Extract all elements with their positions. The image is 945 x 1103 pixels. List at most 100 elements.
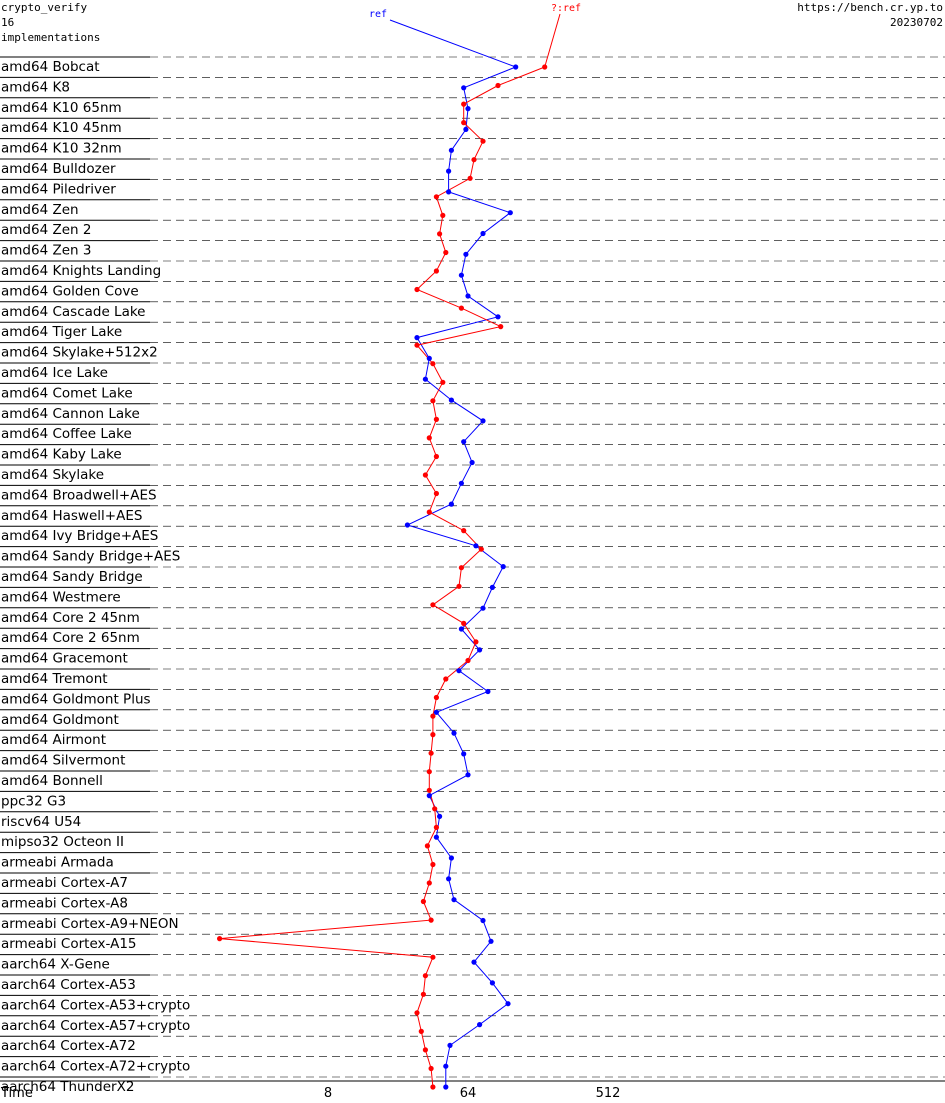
series-points [217, 64, 548, 1090]
row-label: amd64 Westmere [1, 589, 121, 605]
data-point-ref [426, 355, 432, 361]
data-point-ref [465, 106, 471, 112]
row-label: amd64 Bobcat [1, 59, 100, 75]
data-point-ref [461, 751, 467, 757]
data-point-ref [463, 126, 469, 132]
row-label: amd64 Bonnell [1, 773, 103, 789]
data-point-ref [451, 730, 457, 736]
row-label: armeabi Cortex-A15 [1, 936, 137, 952]
row-labels: amd64 Bobcat amd64 K8 amd64 K10 65nm amd64 … [1, 59, 190, 1095]
data-point-ref [456, 668, 462, 674]
data-point-qref [478, 546, 484, 552]
data-point-qref [428, 917, 434, 923]
message-size: 16 [1, 16, 14, 29]
data-point-ref [463, 251, 469, 257]
data-point-ref [437, 813, 443, 820]
data-point-qref [443, 249, 449, 256]
row-label: amd64 Sandy Bridge [1, 569, 143, 585]
data-point-ref [443, 1063, 449, 1069]
row-label: aarch64 Cortex-A72 [1, 1038, 136, 1054]
data-point-ref [414, 335, 420, 341]
data-point-qref [461, 620, 467, 627]
row-label: amd64 Core 2 65nm [1, 630, 140, 646]
row-label: amd64 Zen 2 [1, 222, 91, 238]
data-point-qref [471, 157, 477, 163]
data-point-ref [495, 314, 501, 320]
data-point-ref [446, 168, 452, 174]
data-point-qref [424, 843, 430, 849]
row-label: ppc32 G3 [1, 793, 66, 809]
data-point-qref [443, 676, 449, 682]
data-point-ref [480, 418, 486, 424]
data-point-qref [430, 732, 436, 738]
row-label: armeabi Armada [1, 855, 114, 871]
row-label: amd64 K10 32nm [1, 141, 122, 157]
data-point-qref [430, 713, 436, 719]
data-point-ref [469, 459, 475, 466]
data-point-ref [488, 938, 494, 944]
data-point-qref [433, 416, 439, 422]
data-point-qref [467, 175, 473, 181]
row-label: amd64 Skylake+512x2 [1, 345, 158, 361]
data-point-ref [447, 1042, 453, 1048]
data-point-qref [440, 212, 446, 218]
data-point-ref [451, 897, 457, 903]
data-point-qref [456, 583, 462, 589]
row-label: amd64 Ivy Bridge+AES [1, 528, 158, 544]
data-point-ref [489, 584, 495, 591]
row-label: amd64 Core 2 45nm [1, 610, 140, 626]
data-point-qref [465, 657, 471, 664]
series-label-ref: ref [369, 9, 387, 20]
row-label: aarch64 Cortex-A53 [1, 977, 136, 993]
row-label: amd64 Airmont [1, 732, 106, 748]
data-point-qref [426, 787, 432, 793]
data-point-qref [461, 120, 467, 126]
row-label: amd64 Goldmont Plus [1, 691, 151, 707]
row-label: amd64 Tiger Lake [1, 324, 122, 340]
data-point-qref [440, 379, 446, 385]
data-point-qref [495, 82, 501, 89]
data-point-ref [480, 917, 486, 924]
row-label: aarch64 ThunderX2 [1, 1079, 134, 1095]
row-label: aarch64 Cortex-A53+crypto [1, 997, 190, 1013]
data-point-qref [458, 565, 464, 571]
data-point-qref [422, 973, 428, 979]
row-label: amd64 Silvermont [1, 753, 125, 769]
series-label-leader-qref [544, 13, 561, 68]
data-point-ref [458, 480, 464, 486]
data-point-qref [432, 806, 438, 812]
data-point-qref [426, 509, 432, 515]
series-line-ref [406, 66, 516, 1087]
data-point-qref [430, 602, 436, 608]
row-label: aarch64 Cortex-A72+crypto [1, 1059, 190, 1075]
row-label: amd64 K10 45nm [1, 120, 122, 136]
data-point-qref [426, 880, 432, 886]
data-point-qref [426, 435, 432, 441]
data-point-ref [465, 293, 471, 299]
row-label: armeabi Cortex-A7 [1, 875, 128, 891]
site-url[interactable]: https://bench.cr.yp.to [797, 1, 943, 14]
row-label: amd64 Skylake [1, 467, 104, 483]
data-point-qref [430, 361, 436, 367]
row-label: amd64 Coffee Lake [1, 426, 132, 442]
data-point-qref [430, 398, 436, 404]
row-label: amd64 Comet Lake [1, 385, 133, 401]
x-tick-512: 512 [596, 1086, 621, 1101]
data-point-qref [433, 490, 439, 497]
row-label: amd64 Gracemont [1, 651, 128, 667]
data-point-ref [422, 376, 428, 382]
data-point-ref [477, 647, 483, 653]
data-point-qref [217, 936, 223, 942]
x-tick-64: 64 [460, 1086, 477, 1101]
data-point-ref [448, 147, 454, 153]
data-point-ref [446, 189, 452, 195]
data-point-ref [513, 64, 519, 70]
data-point-qref [498, 324, 504, 330]
data-point-ref [461, 439, 467, 445]
row-label: amd64 K8 [1, 79, 70, 95]
data-point-qref [461, 528, 467, 534]
data-point-qref [428, 750, 434, 756]
data-point-qref [420, 898, 426, 905]
row-label: amd64 Zen [1, 202, 79, 218]
data-point-qref [542, 64, 548, 70]
